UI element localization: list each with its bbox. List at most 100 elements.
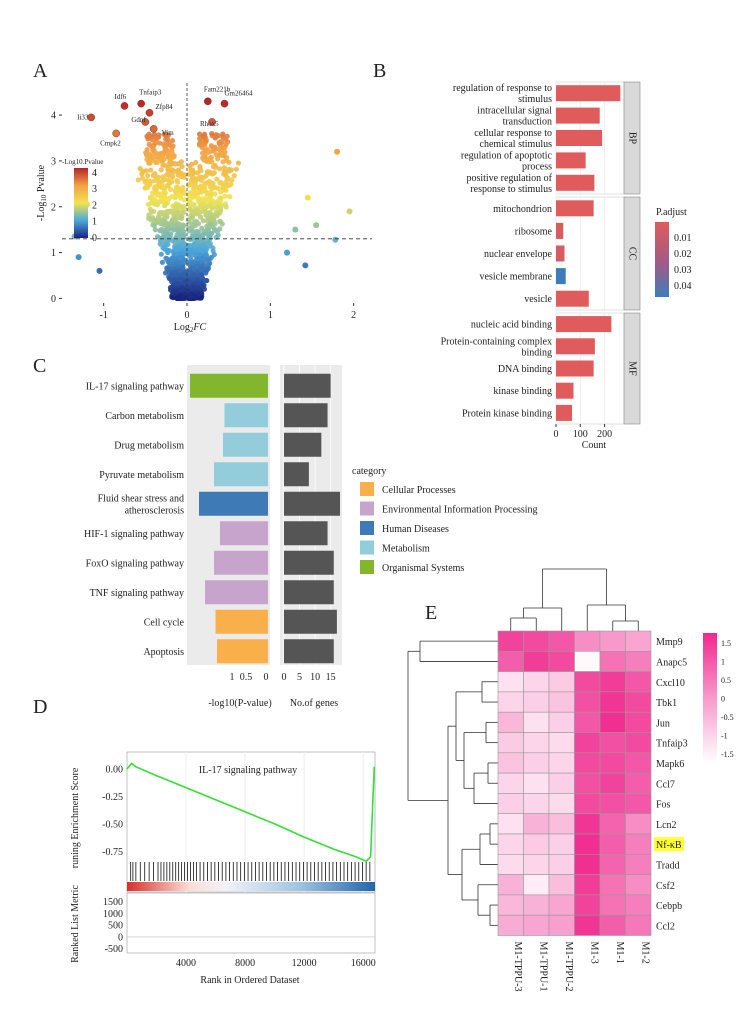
- volcano-point: [198, 255, 204, 261]
- go-x-axis-label: Count: [582, 440, 607, 451]
- volcano-point: [196, 185, 202, 191]
- volcano-point: [198, 265, 204, 271]
- kegg-legend: category Cellular Processes Environmental…: [352, 466, 538, 574]
- volcano-point: [152, 227, 158, 233]
- volcano-point: [332, 236, 339, 243]
- kegg-legend-label: Organismal Systems: [382, 563, 464, 574]
- volcano-point: [159, 152, 165, 158]
- volcano-point: [231, 172, 237, 179]
- volcano-point: [222, 136, 228, 142]
- kegg-legend-swatch: [360, 482, 374, 496]
- volcano-point: [215, 156, 221, 162]
- volcano-point: [154, 159, 160, 165]
- volcano-point: [145, 201, 152, 207]
- volcano-point: [220, 185, 226, 191]
- kegg-pathway-chart: IL-17 signaling pathway Carbon metabolism…: [84, 365, 538, 709]
- volcano-highlight-point: [204, 97, 212, 106]
- volcano-point: [147, 154, 153, 161]
- volcano-point: [205, 203, 212, 209]
- kegg-pvalue-bar: [199, 491, 268, 516]
- volcano-point: [189, 229, 196, 235]
- kegg-pathway-label: FoxO signaling pathway: [86, 558, 184, 569]
- volcano-gene-label: Gdnf: [131, 116, 146, 124]
- volcano-point: [203, 270, 209, 276]
- volcano-point: [166, 248, 173, 254]
- volcano-point: [192, 294, 198, 300]
- volcano-point: [202, 181, 208, 187]
- heatmap-cell: [523, 833, 550, 855]
- volcano-point: [225, 175, 231, 181]
- volcano-highlight-point: [220, 99, 229, 108]
- volcano-point: [203, 173, 209, 179]
- volcano-point: [168, 209, 174, 215]
- go-term-label: positive regulation of: [466, 173, 552, 184]
- gsea-metric-tick-label: 0: [118, 932, 123, 943]
- volcano-point: [193, 229, 199, 235]
- column-dendrogram: [510, 568, 639, 631]
- kegg-pathway-label: Drug metabolism: [114, 440, 184, 451]
- volcano-point: [187, 163, 193, 169]
- volcano-point: [189, 248, 195, 254]
- volcano-point: [186, 219, 192, 225]
- volcano-point: [151, 208, 157, 214]
- go-term-label: nucleic acid binding: [471, 320, 552, 331]
- heatmap-cell: [497, 813, 524, 835]
- heatmap-column-label: M1-1: [614, 942, 625, 964]
- heatmap-cell: [548, 914, 575, 936]
- volcano-point: [226, 166, 232, 172]
- go-term-label: vesicle: [524, 294, 552, 305]
- heatmap-cell: [574, 711, 601, 733]
- gsea-title: IL-17 signaling pathway: [199, 765, 297, 776]
- go-term-label: cellular response to: [474, 128, 552, 139]
- go-bar: [556, 174, 595, 191]
- volcano-point: [200, 218, 206, 224]
- go-term-label: transduction: [503, 117, 552, 128]
- volcano-point: [186, 278, 193, 284]
- volcano-point: [212, 164, 219, 170]
- volcano-point: [159, 158, 166, 164]
- heatmap-legend: 1.5 1 0.5 0 -0.5 -1 -1.5: [703, 633, 734, 763]
- go-term-label: regulation of response to: [453, 83, 552, 94]
- go-term-label: ribosome: [515, 226, 553, 237]
- volcano-point: [186, 192, 193, 198]
- heatmap-cell: [548, 671, 575, 693]
- volcano-point: [214, 199, 220, 206]
- volcano-y-axis-label: -Log10 Pvalue: [36, 164, 48, 221]
- volcano-legend-tick: 1: [92, 217, 97, 228]
- heatmap-cell: [523, 630, 550, 652]
- volcano-point: [207, 234, 213, 240]
- volcano-point: [221, 165, 227, 171]
- kegg-pathway-label: HIF-1 signaling pathway: [84, 529, 184, 540]
- volcano-y-tick-label: 0: [51, 294, 56, 305]
- volcano-gene-label: Gm26464: [225, 90, 254, 98]
- go-bar: [556, 222, 564, 239]
- go-term-label: stimulus: [518, 94, 552, 105]
- heatmap-cell: [574, 914, 601, 936]
- go-x-tick-label: 200: [597, 429, 612, 440]
- heatmap-cell: [497, 894, 524, 916]
- heatmap-cell: [625, 833, 652, 855]
- volcano-point: [197, 246, 204, 252]
- heatmap-row-label: Nf-κB: [656, 840, 682, 851]
- heatmap-row-label: Tbk1: [656, 698, 677, 709]
- heatmap-column-label: M1-3: [588, 942, 599, 964]
- heatmap-cell: [599, 772, 626, 794]
- go-legend-tick: 0.04: [674, 281, 692, 292]
- heatmap-cell: [548, 732, 575, 754]
- volcano-point: [176, 203, 182, 209]
- go-term-label: binding: [521, 347, 552, 358]
- volcano-point: [202, 188, 208, 194]
- heatmap-row-label: Lcn2: [656, 820, 677, 831]
- volcano-point: [189, 215, 195, 221]
- volcano-y-tick-label: 4: [51, 111, 56, 122]
- volcano-legend-tick: 2: [92, 200, 97, 211]
- volcano-point: [166, 223, 172, 229]
- heatmap-cell: [574, 874, 601, 896]
- volcano-plot: -1 0 1 2 0 1 2 3 4 Tnfaip3 Idf6 Zfp84 Fam221bGm2646…: [36, 83, 372, 334]
- heatmap-cell: [497, 874, 524, 896]
- kegg-pvalue-bar: [214, 550, 268, 575]
- volcano-point: [163, 242, 170, 248]
- heatmap-row-label: Tnfaip3: [656, 739, 688, 750]
- go-bar: [556, 316, 612, 333]
- volcano-point: [220, 159, 226, 165]
